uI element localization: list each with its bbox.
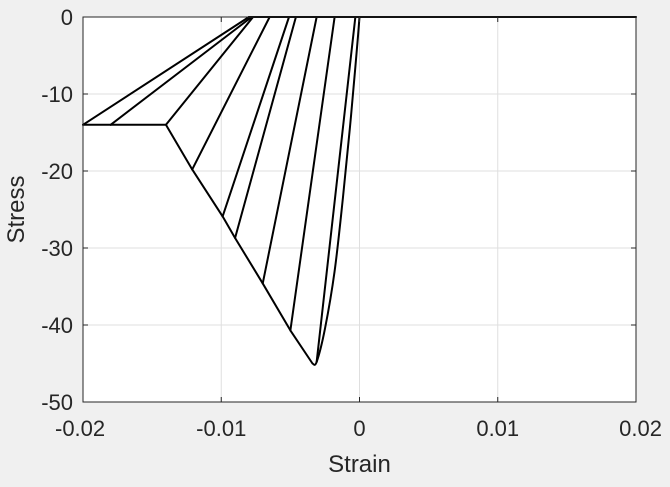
series-line-7 [234, 16, 297, 239]
x-tick-label: 0.02 [619, 416, 662, 441]
x-tick-label: 0.01 [476, 416, 519, 441]
y-tick-label: -40 [41, 313, 73, 338]
y-tick-label: -20 [41, 159, 73, 184]
axes: -0.02 -0.01 0 0.01 0.02 -50 -40 -30 -20 -10 0 [41, 5, 662, 441]
y-tick-label: -10 [41, 82, 73, 107]
x-tick-label: -0.01 [196, 416, 246, 441]
series-line-8 [261, 16, 318, 285]
series-line-5 [191, 16, 271, 171]
y-tick-label: 0 [61, 5, 73, 30]
y-axis-label: Stress [3, 175, 30, 243]
x-tick-label: -0.02 [55, 416, 105, 441]
series-line-3 [109, 16, 253, 126]
series-line-envelope [82, 16, 361, 366]
series-line-9 [289, 16, 336, 332]
series-line-2 [82, 16, 250, 126]
series-line-4 [164, 16, 255, 126]
series-group [82, 16, 637, 366]
series-line-10 [315, 16, 357, 363]
y-tick-label: -50 [41, 390, 73, 415]
series-line-6 [221, 16, 290, 218]
x-tick-label: 0 [353, 416, 365, 441]
x-axis-label: Strain [328, 451, 391, 478]
y-tick-label: -30 [41, 236, 73, 261]
